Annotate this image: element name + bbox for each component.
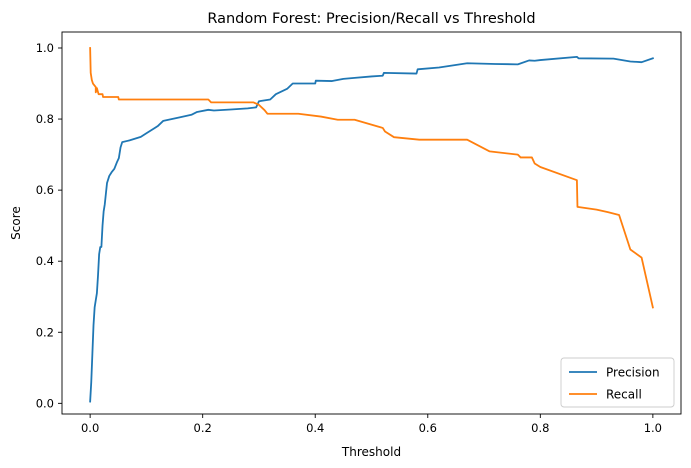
x-tick-label: 0.6 [419, 421, 437, 435]
x-tick-label: 0.2 [194, 421, 212, 435]
x-axis-label: Threshold [341, 445, 401, 459]
series-layer [89, 47, 655, 403]
y-tick-label: 0.8 [36, 112, 54, 126]
x-tick-label: 0.4 [306, 421, 324, 435]
y-tick-label: 1.0 [36, 41, 54, 55]
plot-frame [61, 31, 682, 415]
y-tick-label: 0.0 [36, 396, 54, 410]
y-axis-ticks: 0.0 0.2 0.4 0.6 0.8 1.0 [36, 41, 62, 410]
y-tick-label: 0.6 [36, 183, 54, 197]
y-axis-label: Score [9, 206, 23, 240]
x-axis-ticks: 0.0 0.2 0.4 0.6 0.8 1.0 [81, 414, 662, 435]
legend-label-precision: Precision [606, 366, 660, 380]
legend: Precision Recall [560, 357, 675, 408]
series-line-recall [89, 47, 654, 309]
x-tick-label: 0.0 [81, 421, 99, 435]
series-line-precision [89, 55, 655, 403]
x-tick-label: 0.8 [531, 421, 549, 435]
x-tick-label: 1.0 [644, 421, 662, 435]
y-tick-label: 0.4 [36, 254, 54, 268]
legend-label-recall: Recall [606, 388, 642, 402]
chart-title: Random Forest: Precision/Recall vs Thres… [207, 11, 535, 27]
y-tick-label: 0.2 [36, 325, 54, 339]
plot-background [62, 32, 681, 414]
